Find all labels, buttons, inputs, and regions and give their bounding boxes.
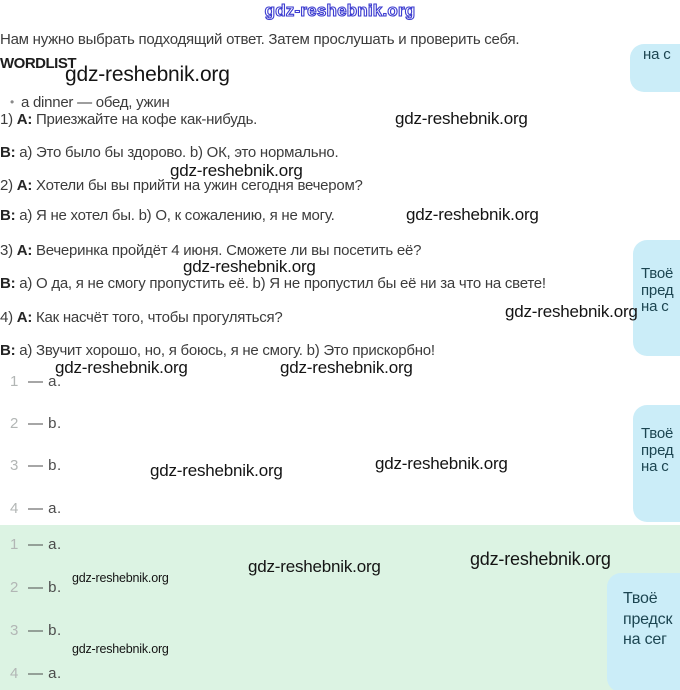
note-text: пред: [641, 281, 674, 299]
wordlist-title: WORDLIST: [0, 55, 77, 72]
note-text: предск: [623, 610, 673, 628]
site-watermark-top: gdz-reshebnik.org: [264, 0, 416, 20]
site-watermark: gdz-reshebnik.org: [406, 205, 539, 224]
site-watermark: gdz-reshebnik.org: [470, 549, 611, 569]
note-text: Твоё: [623, 590, 658, 607]
note-text: на сег: [623, 631, 667, 648]
note-text: на с: [643, 46, 671, 63]
dialogue-3-a: 3) A: Вечеринка пройдёт 4 июня. Сможете …: [0, 242, 422, 259]
site-watermark: gdz-reshebnik.org: [72, 571, 169, 585]
dialogue-4-b: B: a) Звучит хорошо, но, я боюсь, я не с…: [0, 342, 435, 359]
site-watermark: gdz-reshebnik.org: [65, 63, 230, 86]
note-text: на с: [641, 458, 669, 475]
dialogue-3-b: B: a) О да, я не смогу пропустить её. b)…: [0, 275, 546, 292]
site-watermark: gdz-reshebnik.org: [72, 642, 169, 656]
site-watermark: gdz-reshebnik.org: [248, 557, 381, 576]
site-watermark: gdz-reshebnik.org: [170, 161, 303, 180]
site-watermark: gdz-reshebnik.org: [183, 257, 316, 276]
site-watermark: gdz-reshebnik.org: [505, 302, 638, 321]
note-card[interactable]: Твоё предск на сег: [607, 573, 680, 690]
note-card[interactable]: Твоё пред на с: [633, 240, 680, 356]
site-watermark: gdz-reshebnik.org: [55, 358, 188, 377]
note-text: Твоё: [641, 265, 674, 282]
dialogue-2-b: B: a) Я не хотел бы. b) О, к сожалению, …: [0, 207, 335, 224]
note-card[interactable]: на с: [630, 44, 680, 92]
task-instruction: Нам нужно выбрать подходящий ответ. Зате…: [0, 31, 520, 48]
site-watermark: gdz-reshebnik.org: [375, 454, 508, 473]
site-watermark: gdz-reshebnik.org: [150, 461, 283, 480]
note-card[interactable]: Твоё пред на с: [633, 405, 680, 522]
site-watermark: gdz-reshebnik.org: [280, 358, 413, 377]
dialogue-1-b: B: a) Это было бы здорово. b) ОК, это но…: [0, 144, 339, 161]
wordlist-item: • a dinner — обед, ужин: [10, 94, 170, 111]
dialogue-1-a: 1) A: Приезжайте на кофе как-нибудь.: [0, 111, 258, 128]
bullet-icon: •: [10, 95, 14, 109]
note-text: Твоё: [641, 425, 674, 442]
final-answers-section: [0, 525, 680, 690]
dialogue-4-a: 4) A: Как насчёт того, чтобы прогуляться…: [0, 309, 283, 326]
note-text: на с: [641, 298, 669, 315]
site-watermark: gdz-reshebnik.org: [395, 109, 528, 128]
dialogue-2-a: 2) A: Хотели бы вы прийти на ужин сегодн…: [0, 177, 363, 194]
note-text: пред: [641, 441, 674, 459]
